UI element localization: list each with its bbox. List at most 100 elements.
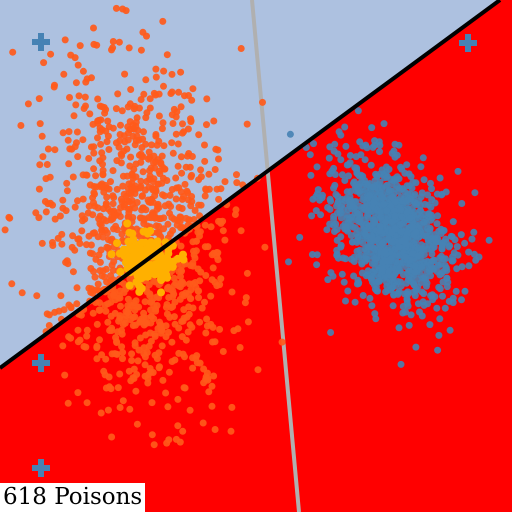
orange-point — [74, 197, 81, 205]
blue-point — [345, 215, 353, 223]
orange-point — [177, 242, 185, 250]
blue-point — [388, 218, 395, 226]
orange-point — [179, 120, 186, 128]
orange-point — [166, 209, 173, 217]
orange-point — [134, 357, 142, 365]
orange-point — [141, 361, 149, 369]
orange-point — [172, 130, 180, 138]
orange-point — [71, 203, 79, 211]
orange-point — [137, 177, 145, 185]
orange-point — [178, 318, 186, 325]
blue-point — [406, 267, 413, 275]
orange-point — [90, 165, 98, 173]
orange-point — [118, 152, 126, 160]
orange-point — [147, 214, 155, 222]
blue-point — [385, 186, 393, 194]
blue-point — [403, 296, 411, 304]
blue-point — [376, 223, 384, 231]
orange-point — [201, 221, 209, 229]
orange-point — [213, 282, 221, 290]
orange-point — [175, 324, 183, 332]
blue-point — [439, 292, 446, 300]
orange-point — [126, 100, 134, 108]
blue-point — [331, 171, 339, 178]
blue-point — [396, 184, 403, 192]
orange-point — [76, 240, 84, 247]
orange-point — [161, 165, 169, 173]
blue-point — [389, 238, 396, 246]
orange-point — [190, 247, 197, 255]
cross-marker-bottom-left-lower — [32, 459, 50, 477]
orange-point — [18, 289, 26, 297]
blue-point — [341, 123, 349, 131]
orange-point — [205, 170, 213, 178]
blue-point — [397, 206, 405, 214]
blue-point — [485, 236, 493, 244]
orange-point — [119, 348, 127, 356]
orange-point — [119, 182, 127, 190]
orange-point — [87, 265, 95, 272]
orange-point — [278, 338, 286, 346]
orange-point — [110, 212, 118, 220]
orange-point — [188, 323, 196, 331]
orange-point — [80, 105, 88, 112]
orange-point — [195, 131, 203, 139]
blue-point — [397, 360, 405, 368]
orange-point — [54, 234, 62, 242]
blue-point — [334, 193, 342, 200]
orange-point — [65, 160, 73, 168]
orange-point — [57, 292, 65, 300]
blue-point — [389, 264, 397, 272]
blue-point — [414, 252, 422, 260]
orange-point — [118, 107, 126, 115]
poison-point — [116, 267, 125, 276]
orange-point — [201, 192, 209, 200]
blue-point — [310, 140, 317, 148]
blue-point — [354, 233, 362, 241]
orange-point — [59, 129, 67, 137]
orange-point — [196, 232, 203, 240]
poison-point — [135, 287, 144, 296]
blue-point — [454, 167, 462, 175]
orange-point — [85, 155, 93, 162]
blue-point — [371, 141, 379, 149]
orange-point — [211, 426, 219, 433]
orange-point — [185, 216, 193, 224]
blue-point — [389, 302, 397, 310]
orange-point — [94, 280, 102, 288]
blue-point — [425, 210, 433, 218]
orange-point — [168, 186, 176, 193]
orange-point — [112, 4, 120, 12]
blue-point — [404, 190, 412, 198]
orange-point — [74, 153, 82, 161]
orange-point — [108, 46, 115, 54]
blue-point — [337, 156, 345, 164]
orange-point — [104, 318, 112, 326]
orange-point — [125, 44, 133, 52]
blue-point — [414, 300, 422, 308]
orange-point — [96, 258, 104, 266]
orange-point — [131, 313, 139, 321]
orange-point — [72, 101, 80, 109]
orange-point — [189, 304, 197, 312]
orange-point — [261, 243, 269, 251]
blue-point — [314, 190, 321, 198]
blue-point — [371, 177, 379, 185]
orange-point — [127, 153, 135, 161]
orange-point — [98, 149, 106, 157]
blue-point — [397, 228, 405, 236]
orange-point — [139, 204, 147, 212]
orange-point — [72, 79, 80, 87]
orange-point — [99, 166, 107, 174]
orange-point — [147, 368, 155, 376]
poison-point — [146, 226, 155, 235]
orange-point — [159, 17, 167, 25]
orange-point — [189, 259, 197, 267]
orange-point — [128, 350, 136, 358]
orange-point — [168, 88, 176, 96]
blue-point — [351, 298, 359, 306]
orange-point — [83, 171, 91, 179]
orange-point — [90, 183, 98, 190]
orange-point — [49, 201, 56, 209]
